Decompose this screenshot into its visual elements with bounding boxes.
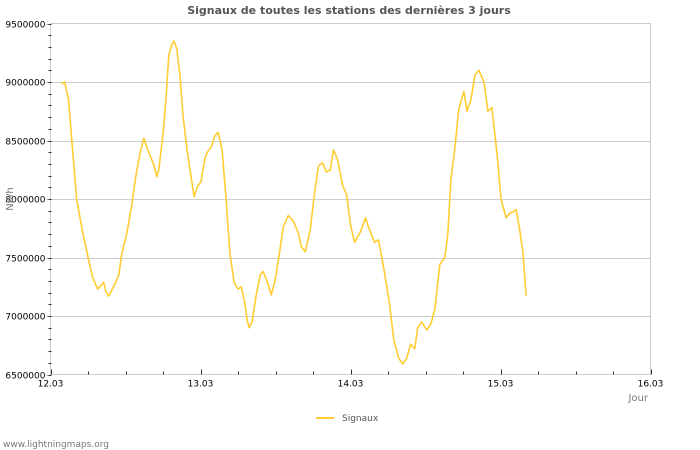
y-tick-label: 8000000 [5, 196, 45, 206]
y-tick-label: 9500000 [5, 21, 45, 31]
y-tick-label: 8500000 [5, 138, 45, 148]
y-tick-label: 9000000 [5, 79, 45, 89]
y-axis-label: Nb/h [5, 187, 16, 211]
y-tick-label: 7500000 [5, 255, 45, 265]
series-line-signaux [61, 40, 527, 365]
legend: Signaux [316, 414, 379, 424]
x-tick-label: 15.03 [488, 380, 514, 390]
chart-title: Signaux de toutes les stations des derni… [187, 4, 511, 17]
x-tick-label: 14.03 [338, 380, 364, 390]
legend-label-signaux: Signaux [342, 414, 379, 424]
y-axis-ticks: 6500000 7000000 7500000 8000000 8500000 90000… [5, 21, 52, 382]
grid-lines [50, 82, 651, 317]
y-tick-label: 7000000 [5, 313, 45, 323]
x-tick-label: 16.03 [638, 380, 664, 390]
x-tick-label: 12.03 [38, 380, 64, 390]
x-axis-ticks: 12.03 13.03 14.03 15.03 16.03 [38, 369, 664, 390]
x-axis-label: Jour [627, 393, 648, 404]
y-tick-label: 6500000 [5, 372, 45, 382]
x-tick-label: 13.03 [188, 380, 214, 390]
footer-credit[interactable]: www.lightningmaps.org [3, 440, 109, 450]
